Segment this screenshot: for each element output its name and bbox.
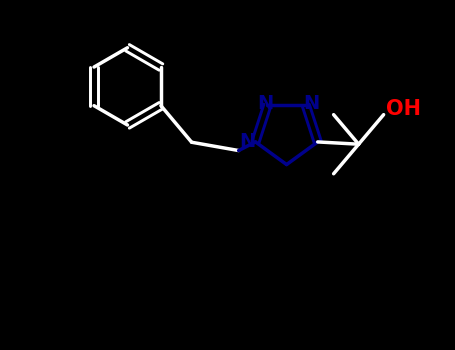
Text: N: N — [257, 93, 273, 113]
Text: N: N — [303, 93, 319, 113]
Text: OH: OH — [386, 99, 421, 119]
Text: N: N — [239, 132, 255, 152]
